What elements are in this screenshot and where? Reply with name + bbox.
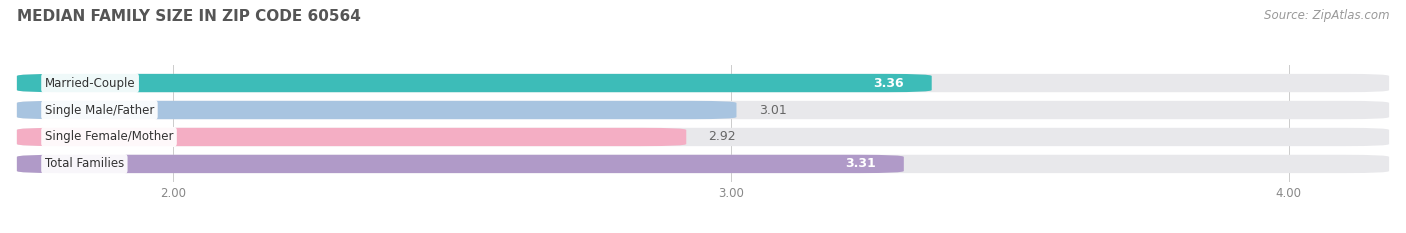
FancyBboxPatch shape xyxy=(17,74,1389,92)
FancyBboxPatch shape xyxy=(17,128,686,146)
Text: 3.01: 3.01 xyxy=(759,103,786,116)
Text: Single Female/Mother: Single Female/Mother xyxy=(45,130,173,144)
Text: 3.36: 3.36 xyxy=(873,76,904,89)
Text: Single Male/Father: Single Male/Father xyxy=(45,103,155,116)
Text: MEDIAN FAMILY SIZE IN ZIP CODE 60564: MEDIAN FAMILY SIZE IN ZIP CODE 60564 xyxy=(17,9,361,24)
FancyBboxPatch shape xyxy=(17,155,1389,173)
Text: Source: ZipAtlas.com: Source: ZipAtlas.com xyxy=(1264,9,1389,22)
Text: 2.92: 2.92 xyxy=(709,130,737,144)
FancyBboxPatch shape xyxy=(17,74,932,92)
FancyBboxPatch shape xyxy=(17,128,1389,146)
Text: Married-Couple: Married-Couple xyxy=(45,76,135,89)
FancyBboxPatch shape xyxy=(17,155,904,173)
Text: 3.31: 3.31 xyxy=(845,158,876,171)
FancyBboxPatch shape xyxy=(17,101,1389,119)
Text: Total Families: Total Families xyxy=(45,158,124,171)
FancyBboxPatch shape xyxy=(17,101,737,119)
